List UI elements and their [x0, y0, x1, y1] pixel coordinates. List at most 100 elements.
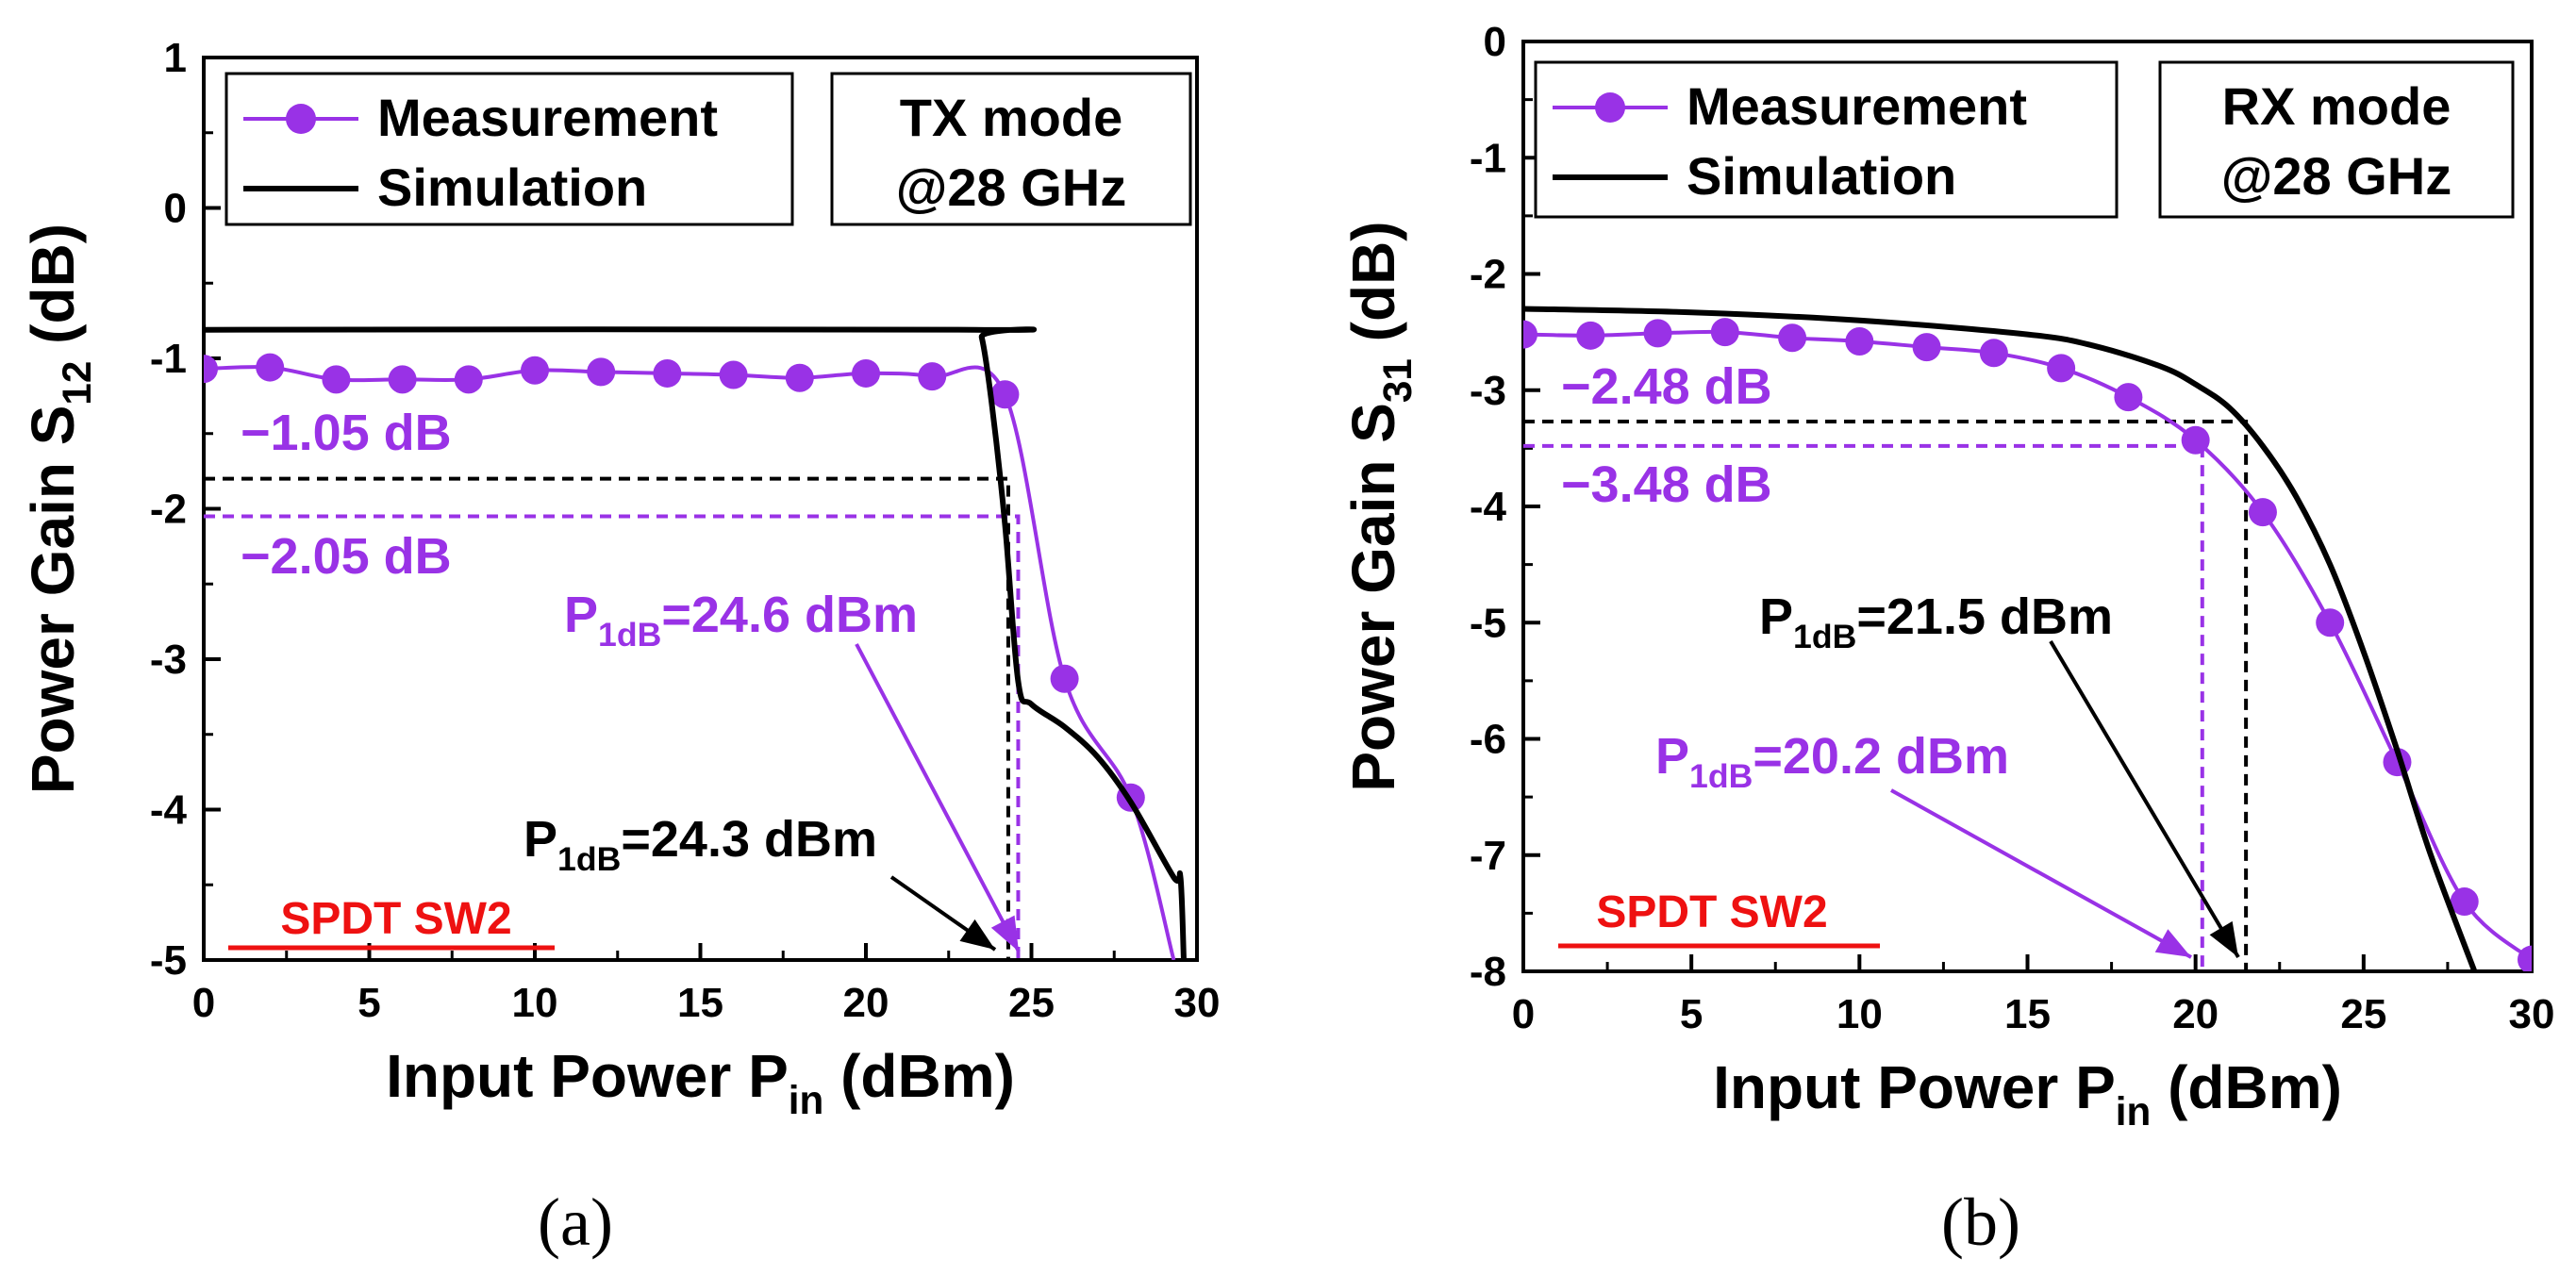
data-point-measurement — [2316, 608, 2345, 638]
x-axis-label-sub: in — [2116, 1089, 2152, 1134]
p1db-measured-label: P1dB=24.6 dBm — [564, 587, 918, 654]
arrow-measured-head — [990, 915, 1019, 952]
y-axis-label-rest: (dB) — [1339, 221, 1407, 358]
y-tick-label: -1 — [150, 336, 187, 382]
legend-label-measurement: Measurement — [1687, 76, 2027, 136]
data-point-measurement — [1523, 320, 1537, 349]
data-point-measurement — [2114, 383, 2143, 412]
data-point-measurement — [204, 355, 218, 384]
p1db-simulated-label-rest: =21.5 dBm — [1856, 588, 2113, 645]
gain-annotation: −2.48 dB — [1561, 358, 1772, 415]
y-tick-label: -6 — [1470, 717, 1506, 763]
drop-annotation: −2.05 dB — [241, 528, 452, 585]
drop-annotation: −3.48 dB — [1561, 456, 1772, 513]
series-line-simulation — [204, 326, 1187, 960]
series-line-simulation — [1523, 306, 2478, 971]
p1db-simulated-label-main: P — [1759, 588, 1793, 645]
legend-label-simulation: Simulation — [1687, 146, 1956, 206]
p1db-measured-label: P1dB=20.2 dBm — [1655, 728, 2009, 795]
data-point-measurement — [785, 363, 814, 392]
series-group — [204, 326, 1187, 960]
legend-box — [1534, 60, 2119, 219]
x-tick-label: 25 — [2340, 991, 2386, 1037]
panel-label: (b) — [1941, 1184, 2020, 1260]
x-tick-label: 30 — [1174, 980, 1221, 1026]
p1db-measured-label-sub: 1dB — [1689, 757, 1753, 795]
legend-box — [224, 72, 794, 226]
data-point-measurement — [1979, 339, 2008, 368]
mode-label-line2: @28 GHz — [896, 157, 1126, 217]
x-tick-label: 15 — [677, 980, 723, 1026]
series-group — [1523, 306, 2532, 971]
x-axis-label: Input Power Pin (dBm) — [386, 1042, 1015, 1122]
y-tick-label: -4 — [1470, 484, 1507, 530]
gain-annotation: −1.05 dB — [241, 405, 452, 461]
x-tick-label: 10 — [1836, 991, 1883, 1037]
arrow-measured-head — [2154, 929, 2191, 957]
p1db-simulated-label-rest: =24.3 dBm — [621, 811, 877, 868]
x-tick-label: 20 — [2172, 991, 2219, 1037]
y-tick-label: 0 — [1484, 19, 1506, 65]
y-tick-label: -3 — [1470, 368, 1506, 414]
p1db-measured-label-main: P — [564, 587, 598, 643]
x-axis-label-sub: in — [789, 1078, 824, 1122]
x-tick-label: 0 — [1512, 991, 1535, 1037]
y-tick-label: -5 — [1470, 600, 1506, 646]
y-tick-label: -7 — [1470, 833, 1506, 879]
mode-box — [2158, 60, 2515, 219]
data-point-measurement — [1643, 319, 1672, 348]
y-tick-label: -1 — [1470, 135, 1506, 181]
y-axis-label: Power Gain S12 (dB) — [19, 224, 99, 794]
data-point-measurement — [454, 365, 483, 394]
arrow-measured-shaft — [1890, 788, 2192, 959]
device-label: SPDT SW2 — [280, 894, 511, 944]
data-point-measurement — [990, 380, 1020, 409]
p1db-measured-label-rest: =20.2 dBm — [1753, 728, 2009, 785]
mode-label-line2: @28 GHz — [2221, 146, 2451, 206]
data-point-measurement — [852, 358, 880, 388]
data-point-measurement — [521, 356, 549, 385]
x-tick-label: 25 — [1008, 980, 1055, 1026]
p1db-simulated-label: P1dB=24.3 dBm — [524, 811, 877, 878]
p1db-simulated-label: P1dB=21.5 dBm — [1759, 588, 2113, 655]
x-tick-label: 20 — [843, 980, 889, 1026]
y-tick-label: 1 — [164, 35, 187, 81]
y-tick-label: -8 — [1470, 949, 1506, 995]
data-point-measurement — [587, 357, 616, 387]
ref-line-1 — [204, 514, 1021, 960]
arrow-measured-shaft — [855, 643, 1021, 952]
mode-label-line1: TX mode — [900, 88, 1122, 147]
legend-marker-measurement — [1595, 92, 1625, 123]
panel-label: (a) — [538, 1184, 613, 1260]
p1db-measured-label-rest: =24.6 dBm — [661, 587, 918, 643]
x-axis-label: Input Power Pin (dBm) — [1713, 1053, 2342, 1134]
data-point-measurement — [1778, 323, 1807, 353]
x-tick-label: 0 — [192, 980, 215, 1026]
data-point-measurement — [2047, 354, 2076, 383]
x-axis-label-main: Input Power P — [1713, 1053, 2116, 1121]
x-axis-label-rest: (dBm) — [823, 1042, 1015, 1110]
data-point-measurement — [719, 360, 748, 389]
x-tick-label: 5 — [357, 980, 380, 1026]
p1db-simulated-label-sub: 1dB — [1793, 618, 1856, 655]
mode-label-line1: RX mode — [2222, 76, 2451, 136]
y-axis-label: Power Gain S31 (dB) — [1339, 221, 1420, 791]
x-tick-label: 10 — [512, 980, 558, 1026]
chart-panel-b: 0 5 10 15 20 25 30 0 -1 -2 -3 -4 -5 -6 -7 -8 Input Power… — [1339, 19, 2554, 1260]
data-point-measurement — [2518, 945, 2532, 971]
y-tick-label: -4 — [150, 787, 188, 834]
data-point-measurement — [2450, 887, 2479, 917]
data-point-measurement — [653, 358, 682, 388]
y-tick-label: -2 — [1470, 252, 1506, 298]
arrow-simulated-head — [2209, 920, 2238, 957]
data-point-measurement — [388, 365, 417, 394]
x-axis-label-main: Input Power P — [386, 1042, 789, 1110]
ref-line-1 — [1523, 443, 2204, 971]
device-label: SPDT SW2 — [1596, 887, 1827, 937]
p1db-simulated-label-main: P — [524, 811, 557, 868]
y-axis-label-sub: 12 — [55, 361, 99, 406]
mode-box — [830, 72, 1192, 226]
data-point-measurement — [1710, 318, 1739, 347]
data-point-measurement — [1576, 321, 1605, 350]
